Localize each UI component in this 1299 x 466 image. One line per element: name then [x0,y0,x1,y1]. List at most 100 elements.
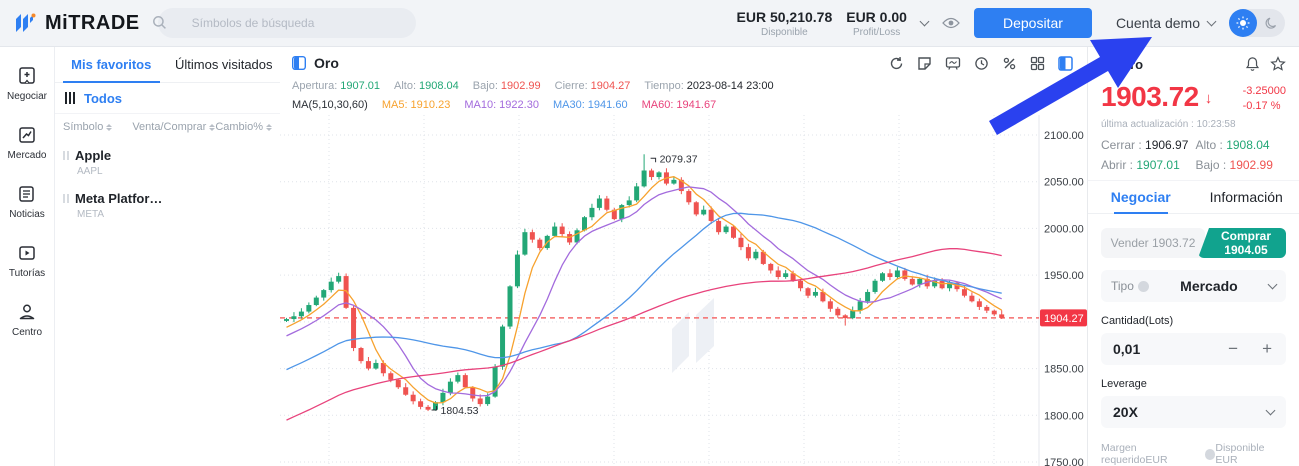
draw-icon[interactable] [917,56,932,71]
tutorials-icon [19,246,35,260]
profit-loss: EUR 0.00 Profit/Loss [846,9,907,38]
column-simbolo[interactable]: Símbolo [63,121,132,133]
chevron-down-icon [1206,16,1217,27]
chevron-down-icon [1267,279,1278,290]
price-chart[interactable]: 2100.00 2050.00 2000.00 1950.00 1850.00 1800.… [280,115,1088,466]
star-icon[interactable] [1270,56,1286,72]
profit-label: Profit/Loss [852,26,901,38]
available-label: Disponible EUR [1215,442,1265,466]
margin-label: Margen requeridoEUR [1101,442,1168,466]
sidebar-item-label: Mercado [7,150,47,161]
instrument-symbol: META [77,209,105,220]
account-label: Cuenta demo [1115,15,1200,31]
leverage-value: 20X [1113,404,1138,420]
mitrade-logo-icon [16,13,36,32]
instrument-name: Meta Platfor… [75,191,163,206]
tab-ultimos-visitados[interactable]: Últimos visitados [174,57,273,72]
drag-handle-icon[interactable] [63,151,69,160]
percent-icon[interactable] [1002,56,1017,71]
sidebar-item-centro[interactable]: Centro [12,301,42,338]
sidebar-item-tutorias[interactable]: Tutorías [9,242,45,279]
mitrade-logo[interactable]: MiTRADE [12,10,140,36]
leverage-label: Leverage [1101,378,1147,390]
chart-toolbar [889,56,1073,71]
order-type-select[interactable]: Tipo Mercado [1101,270,1286,302]
eye-icon[interactable] [942,17,960,29]
balance-amount: EUR 50,210.78 [736,8,833,25]
leverage-select[interactable]: 20X [1101,396,1286,428]
grid-layout-icon[interactable] [1030,56,1045,71]
dark-mode-button[interactable] [1257,17,1285,30]
price-change: -3.25000 -0.17 % [1242,85,1286,112]
quantity-stepper: 0,01 − + [1101,333,1286,365]
sidebar-item-negociar[interactable]: Negociar [7,65,47,102]
clock-icon[interactable] [974,56,989,71]
filter-label: Todos [84,90,123,106]
info-icon[interactable] [1137,280,1149,292]
theme-toggle[interactable] [1229,9,1285,37]
last-updated: última actualización : 10:23:58 [1101,119,1236,130]
chart-panel: Oro Apertura: [280,47,1088,466]
sidebar-item-mercado[interactable]: Mercado [7,124,47,161]
svg-text:1850.00: 1850.00 [1044,364,1084,376]
trade-icon [19,67,35,84]
search-input[interactable] [157,8,416,38]
balance-label: Disponible [761,26,808,38]
sidebar-item-label: Centro [11,327,42,338]
available-balance: EUR 50,210.78 Disponible [737,9,833,38]
quantity-label: Cantidad(Lots) [1101,315,1174,327]
chevron-down-icon[interactable] [919,16,930,27]
news-icon [19,186,34,202]
order-type-label: Tipo [1111,279,1134,293]
sun-icon [1236,16,1250,30]
watchlist-filter[interactable]: Todos [55,83,280,114]
indicator-board-icon[interactable] [945,56,961,71]
light-mode-button[interactable] [1229,9,1257,37]
quantity-value[interactable]: 0,01 [1113,341,1141,357]
svg-text:1904.27: 1904.27 [1044,313,1084,325]
order-type-value: Mercado [1180,278,1238,294]
sell-button[interactable]: Vender 1903.72 [1101,228,1205,258]
tab-negociar[interactable]: Negociar [1088,181,1194,214]
drag-handle-icon[interactable] [63,194,69,203]
logo-text: MiTRADE [45,11,140,34]
watchlist-panel: Mis favoritos Últimos visitados Todos Sí… [55,47,280,466]
sidebar-item-noticias[interactable]: Noticias [9,183,45,220]
chevron-down-icon [1265,405,1276,416]
filter-icon [65,92,75,104]
svg-text:2100.00: 2100.00 [1044,130,1084,142]
buy-sell-toggle: Vender 1903.72 Comprar 1904.05 [1101,228,1286,258]
watchlist-row-apple[interactable]: Apple AAPL [55,140,280,183]
panel-split-icon[interactable] [1058,56,1073,71]
chart-layout-icon [292,56,306,70]
column-venta-comprar[interactable]: Venta/Comprar [132,121,216,133]
column-cambio[interactable]: Cambio% [215,121,272,133]
ohlc-readout: Apertura: 1907.01 Alto: 1908.04 Bajo: 1902.… [292,80,774,92]
sort-icon [209,123,216,131]
user-icon [19,304,35,320]
decrease-button[interactable]: − [1228,339,1239,358]
instrument-symbol: AAPL [77,166,103,177]
svg-text:2050.00: 2050.00 [1044,177,1084,189]
svg-text:2079.37: 2079.37 [660,153,698,165]
account-menu[interactable]: Cuenta demo [1115,15,1217,31]
session-stats: Cerrar : 1906.97 Alto : 1908.04 Abrir : … [1101,138,1273,172]
watchlist-row-meta[interactable]: Meta Platfor… META [55,183,280,226]
price-down-arrow: ↓ [1204,90,1213,107]
panel-instrument-title: Oro [1120,56,1144,72]
deposit-button[interactable]: Depositar [973,8,1092,38]
increase-button[interactable]: + [1262,339,1272,358]
refresh-icon[interactable] [889,56,904,71]
bell-icon[interactable] [1245,56,1260,72]
buy-button[interactable]: Comprar 1904.05 [1198,228,1286,258]
svg-text:1950.00: 1950.00 [1044,270,1084,282]
current-price: 1903.72 [1101,81,1199,112]
tab-mis-favoritos[interactable]: Mis favoritos [55,47,168,83]
svg-text:2000.00: 2000.00 [1044,223,1084,235]
info-icon[interactable] [1204,448,1216,460]
svg-text:1800.00: 1800.00 [1044,410,1084,422]
profit-amount: EUR 0.00 [846,8,907,25]
sidebar-item-label: Negociar [6,91,48,102]
tab-informacion[interactable]: Información [1209,189,1283,205]
ma-legend: MA(5,10,30,60) MA5: 1910.23 MA10: 1922.3… [292,99,717,111]
